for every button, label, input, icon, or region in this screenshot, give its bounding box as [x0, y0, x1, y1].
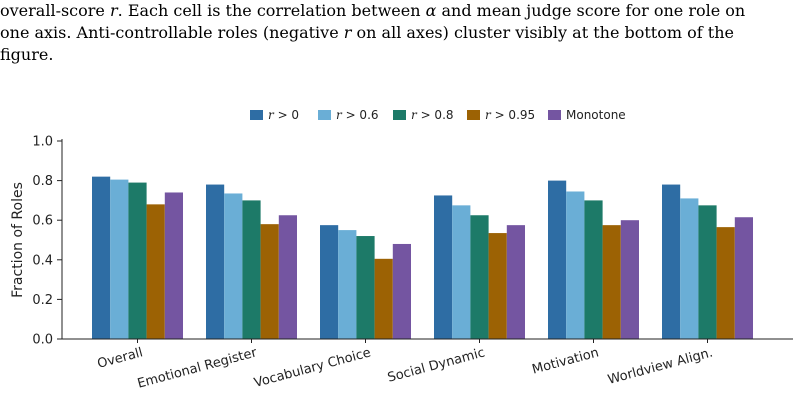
bar [470, 215, 489, 339]
bar-series-group [92, 176, 753, 339]
bar [224, 193, 243, 339]
bar [356, 236, 375, 339]
legend-label: r > 0.95 [485, 108, 535, 122]
bar [662, 184, 681, 339]
bar [452, 205, 471, 339]
legend-swatch [467, 110, 480, 120]
bar [146, 204, 165, 339]
legend-label: r > 0 [268, 108, 299, 122]
bar [128, 182, 147, 339]
y-axis: 0.0 0.2 0.4 0.6 0.8 1.0 [32, 135, 63, 348]
y-tick-label: 0.4 [32, 253, 53, 268]
y-tick-label: 0.8 [32, 174, 53, 189]
bar [242, 200, 261, 339]
bar [584, 200, 603, 339]
caption-line-3: figure. [0, 45, 54, 64]
x-tick-label: Worldview Align. [606, 345, 714, 387]
bar [374, 258, 393, 339]
bar [566, 191, 585, 339]
legend-item: r > 0.6 [318, 108, 379, 122]
chart-legend: r > 0 r > 0.6 r > 0.8 r > 0.95 Monotone [250, 108, 626, 122]
bar [734, 217, 753, 339]
y-axis-title: Fraction of Roles [10, 182, 26, 298]
legend-item: Monotone [548, 108, 626, 122]
bar [698, 205, 717, 339]
bar [260, 224, 279, 339]
bar [164, 192, 183, 339]
figure-caption: overall-score r. Each cell is the correl… [0, 0, 804, 66]
x-tick-label: Overall [96, 345, 145, 372]
x-tick-label: Emotional Register [136, 345, 259, 391]
legend-label: r > 0.6 [336, 108, 379, 122]
caption-line-2: one axis. Anti-controllable roles (negat… [0, 23, 734, 42]
bar [506, 225, 525, 339]
bar [434, 195, 453, 339]
y-tick-label: 0.6 [32, 214, 53, 229]
legend-label: Monotone [566, 108, 626, 122]
y-tick-label: 0.2 [32, 293, 53, 308]
bar [110, 179, 129, 339]
bar [620, 220, 639, 339]
x-tick-label: Vocabulary Choice [253, 345, 373, 391]
bar [602, 225, 621, 339]
legend-label: r > 0.8 [411, 108, 454, 122]
legend-swatch [393, 110, 406, 120]
bar [716, 227, 735, 339]
legend-swatch [250, 110, 263, 120]
legend-item: r > 0 [250, 108, 299, 122]
bar [338, 230, 357, 339]
y-tick-label: 0.0 [32, 333, 53, 348]
legend-item: r > 0.95 [467, 108, 535, 122]
bar [680, 198, 699, 339]
legend-swatch [548, 110, 561, 120]
legend-item: r > 0.8 [393, 108, 454, 122]
bar [278, 215, 297, 339]
bar [488, 233, 507, 339]
x-tick-label: Social Dynamic [386, 345, 486, 385]
x-tick-label: Motivation [531, 345, 601, 377]
bar [548, 180, 567, 339]
y-tick-label: 1.0 [32, 135, 53, 150]
bar [320, 225, 339, 339]
bar [92, 176, 111, 339]
bar [392, 243, 411, 339]
caption-line-1: overall-score r. Each cell is the correl… [0, 1, 746, 20]
bar [206, 184, 225, 339]
legend-swatch [318, 110, 331, 120]
